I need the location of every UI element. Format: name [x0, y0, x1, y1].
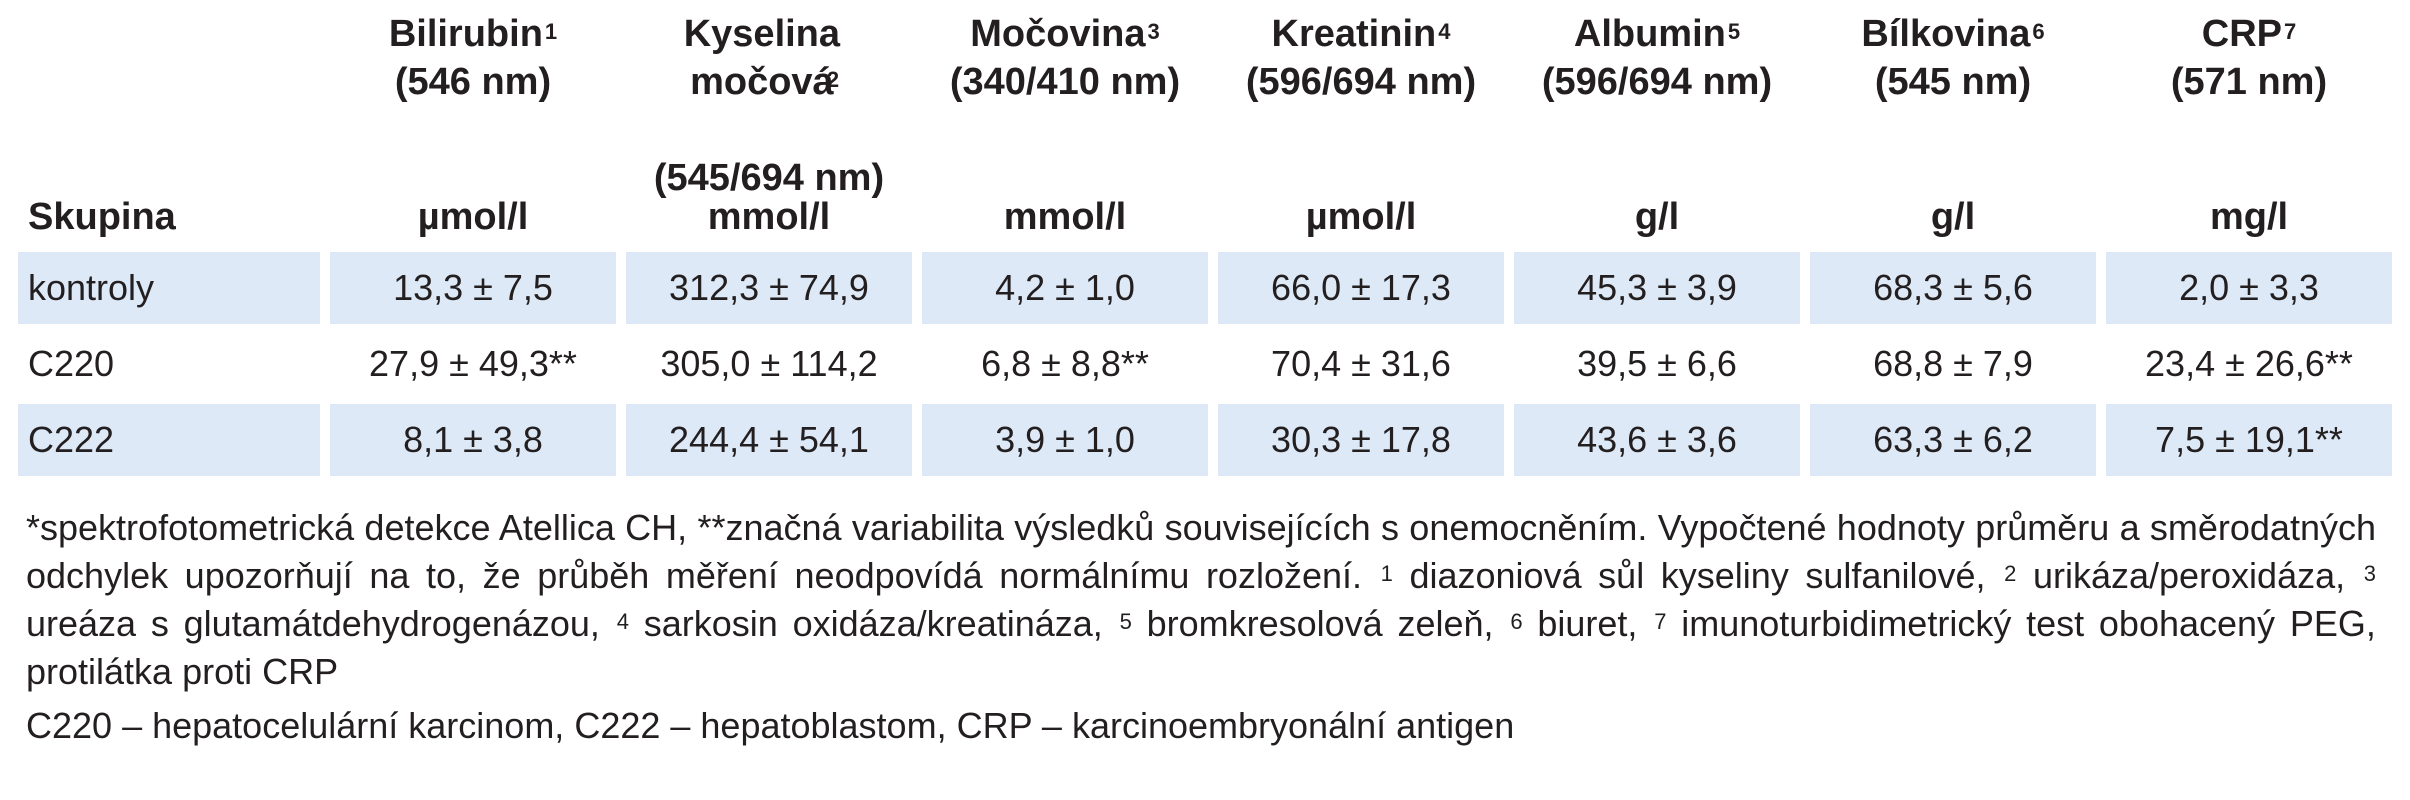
footnote-abbreviations: C220 – hepatocelulární karcinom, C222 – … — [26, 705, 1515, 746]
header-crp: CRP7 (571 nm) — [2170, 13, 2328, 103]
row-group-label: C222 — [18, 404, 320, 480]
header-bilirubin: Bilirubin1 (546 nm) — [388, 13, 558, 103]
header-albumin: Albumin5 (596/694 nm) — [1541, 13, 1773, 103]
results-table: Bilirubin1 (546 nm) Kyselina močová2 (545/… — [8, 8, 2402, 480]
table-cell: 27,9 ± 49,3** — [330, 328, 616, 404]
table-cell: 3,9 ± 1,0 — [922, 404, 1208, 480]
table-row-kontroly: kontroly 13,3 ± 7,5 312,3 ± 74,9 4,2 ± 1… — [18, 252, 2392, 328]
table-row-c222: C222 8,1 ± 3,8 244,4 ± 54,1 3,9 ± 1,0 30… — [18, 404, 2392, 480]
table-cell: 70,4 ± 31,6 — [1218, 328, 1504, 404]
table-cell: 39,5 ± 6,6 — [1514, 328, 1800, 404]
table-footnotes: *spektrofotometrická detekce Atellica CH… — [26, 504, 2376, 750]
table-cell: 30,3 ± 17,8 — [1218, 404, 1504, 480]
table-cell: 68,3 ± 5,6 — [1810, 252, 2096, 328]
header-group-label: Skupina — [28, 196, 176, 238]
table-cell: 305,0 ± 114,2 — [626, 328, 912, 404]
table-cell: 244,4 ± 54,1 — [626, 404, 912, 480]
footnote-main: *spektrofotometrická detekce Atellica CH… — [26, 507, 2376, 692]
table-cell: 68,8 ± 7,9 — [1810, 328, 2096, 404]
table-cell: 2,0 ± 3,3 — [2106, 252, 2392, 328]
footnote-intro: *spektrofotometrická detekce Atellica CH… — [26, 507, 2376, 596]
row-group-label: kontroly — [18, 252, 320, 328]
unit-mocovina: mmol/l — [1003, 196, 1127, 238]
unit-albumin: g/l — [1634, 196, 1680, 238]
table-cell: 8,1 ± 3,8 — [330, 404, 616, 480]
table-cell: 4,2 ± 1,0 — [922, 252, 1208, 328]
table-cell: 63,3 ± 6,2 — [1810, 404, 2096, 480]
unit-kreatinin: µmol/l — [1305, 196, 1417, 238]
table-row-c220: C220 27,9 ± 49,3** 305,0 ± 114,2 6,8 ± 8… — [18, 328, 2392, 404]
table-cell: 23,4 ± 26,6** — [2106, 328, 2392, 404]
table-cell: 312,3 ± 74,9 — [626, 252, 912, 328]
table-cell: 7,5 ± 19,1** — [2106, 404, 2392, 480]
unit-bilirubin: µmol/l — [417, 196, 529, 238]
table-cell: 66,0 ± 17,3 — [1218, 252, 1504, 328]
unit-kyselina-mocova: mmol/l — [707, 196, 831, 238]
table-cell: 6,8 ± 8,8** — [922, 328, 1208, 404]
header-bilkovina: Bílkovina6 (545 nm) — [1861, 13, 2045, 103]
header-row-analytes: Bilirubin1 (546 nm) Kyselina močová2 (545/… — [18, 8, 2392, 199]
header-kyselina-mocova: Kyselina močová2 (545/694 nm) — [653, 13, 885, 199]
header-empty-cell — [18, 8, 320, 182]
table-cell: 43,6 ± 3,6 — [1514, 404, 1800, 480]
header-kreatinin: Kreatinin4 (596/694 nm) — [1245, 13, 1477, 103]
table-cell: 13,3 ± 7,5 — [330, 252, 616, 328]
table-cell: 45,3 ± 3,9 — [1514, 252, 1800, 328]
unit-crp: mg/l — [2209, 196, 2289, 238]
header-mocovina: Močovina3 (340/410 nm) — [949, 13, 1181, 103]
row-group-label: C220 — [18, 328, 320, 404]
unit-bilkovina: g/l — [1930, 196, 1976, 238]
header-row-units: Skupina µmol/l mmol/l mmol/l µmol/l g/l … — [18, 182, 2392, 252]
